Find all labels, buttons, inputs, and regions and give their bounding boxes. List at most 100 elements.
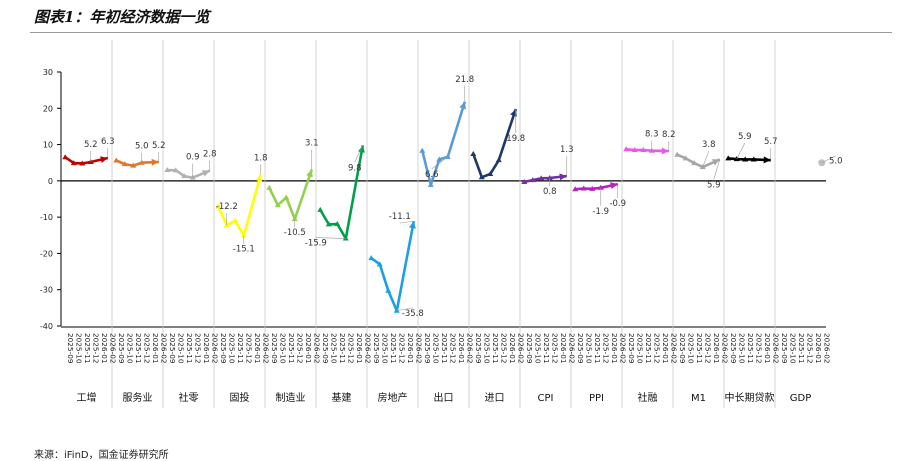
data-point [742,156,749,162]
data-label: 0.9 [186,153,200,163]
data-point-arrowhead [711,159,720,166]
group-label: 工增 [77,391,97,404]
data-label: 21.8 [455,75,474,85]
x-tick-label: 2026-01 [100,333,109,364]
x-tick-label: 2026-02 [568,333,577,364]
data-point [121,161,128,167]
data-point [572,186,579,192]
y-tick-label: -40 [40,322,53,331]
x-tick-label: 2026-02 [823,333,832,364]
x-tick-label: 2026-02 [262,333,271,364]
x-tick-label: 2026-01 [610,333,619,364]
data-point [546,174,553,180]
x-tick-label: 2026-01 [814,333,823,364]
data-label-leader [736,142,746,160]
data-label-leader [399,220,414,224]
x-tick-label: 2026-01 [559,333,568,364]
data-point-arrowhead [409,221,416,229]
data-point [436,156,443,162]
data-point [725,155,732,161]
data-point [376,261,383,267]
data-label-leader [396,307,413,312]
x-tick-label: 2025-11 [185,333,194,364]
data-label: 5.9 [707,180,721,190]
x-tick-label: 2025-10 [75,333,84,364]
group-label: M1 [691,393,706,404]
x-tick-label: 2026-02 [517,333,526,364]
group-label: 基建 [332,391,352,404]
x-tick-label: 2025-12 [704,333,713,364]
x-tick-label: 2025-09 [423,333,432,364]
data-point [538,175,545,181]
x-tick-label: 2025-12 [551,333,560,364]
data-label: 19.8 [506,134,525,144]
source-note: 来源：iFinD，国金证券研究所 [34,450,169,461]
y-tick-label: 0 [48,177,53,186]
data-point [130,162,137,168]
x-tick-label: 2025-11 [491,333,500,364]
y-tick-label: 30 [43,68,53,77]
data-label-layer: 5.2 6.3 5.0 5.20.9 2.8-12.2-15.11.8-10.53.1-… [84,75,843,319]
data-point-arrowhead [510,109,517,117]
x-tick-label: 2025-09 [729,333,738,364]
chart-title: 图表1：年初经济数据一览 [34,8,210,26]
data-label: 3.1 [305,139,319,149]
x-tick-label: 2026-02 [721,333,730,364]
x-tick-label: 2026-02 [772,333,781,364]
data-point-arrowhead [763,156,771,164]
data-label: 0.8 [543,187,557,197]
data-point-arrowhead [306,169,313,178]
x-tick-label: 2025-09 [66,333,75,364]
x-tick-label: 2026-02 [313,333,322,364]
data-label: -11.1 [389,212,411,222]
y-tick-label: -10 [40,213,53,222]
x-tick-label: 2026-02 [619,333,628,364]
x-tick-label: 2026-01 [661,333,670,364]
x-tick-label: 2026-01 [202,333,211,364]
x-tick-label: 2026-02 [109,333,118,364]
data-point [623,146,630,152]
x-tick-label: 2025-10 [636,333,645,364]
x-tick-label: 2025-09 [117,333,126,364]
data-label: -12.2 [216,202,238,212]
data-point [495,157,502,163]
group-label: 服务业 [123,391,153,404]
x-tick-label: 2026-01 [406,333,415,364]
x-tick-label: 2025-11 [644,333,653,364]
data-label: 1.8 [254,153,268,163]
group-label: 制造业 [276,391,306,404]
title-divider [30,32,892,33]
data-label: 5.0 [829,157,843,167]
data-point [70,160,77,166]
data-point [266,184,273,190]
x-tick-label: 2025-12 [92,333,101,364]
data-label: 5.0 [135,142,149,152]
data-label: 1.3 [560,145,574,155]
data-point [283,194,290,200]
data-point [385,287,392,293]
x-tick-label: 2025-11 [695,333,704,364]
x-tick-label: 2025-12 [398,333,407,364]
x-tick-label: 2025-11 [797,333,806,364]
x-tick-label: 2025-10 [738,333,747,364]
data-point-arrowhead [201,170,210,177]
x-tick-label: 2025-10 [228,333,237,364]
data-point [342,235,349,241]
x-tick-label: 2026-01 [712,333,721,364]
x-tick-label: 2025-10 [177,333,186,364]
data-label: 5.2 [84,140,98,150]
data-point [427,181,434,187]
series-line-制造业 [268,169,314,221]
group-label: 进口 [485,392,505,404]
data-point [291,215,298,221]
group-separators [111,40,776,408]
data-point [79,160,86,166]
x-tick-label: 2025-10 [330,333,339,364]
data-label: 6.3 [101,137,115,147]
y-tick-label: -20 [40,249,53,258]
data-label: 6.6 [425,170,439,180]
data-point-arrowhead [100,156,108,164]
data-point [682,155,689,161]
group-label: CPI [538,393,554,404]
x-tick-label: 2025-09 [627,333,636,364]
